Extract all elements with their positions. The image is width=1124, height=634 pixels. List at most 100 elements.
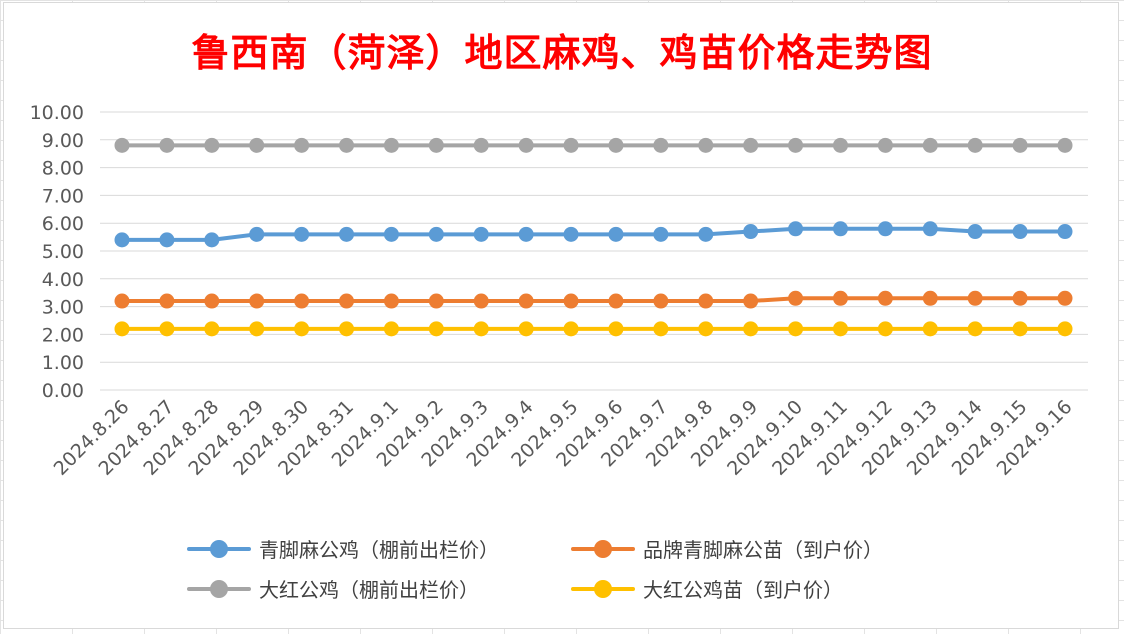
- legend-label-series-3: 大红公鸡（棚前出栏价）: [259, 578, 479, 602]
- legend-swatch-series-1: [187, 539, 251, 559]
- data-point: [204, 137, 220, 153]
- data-point: [339, 226, 355, 242]
- legend-swatch-series-2: [571, 539, 635, 559]
- data-point: [473, 226, 489, 242]
- data-point: [922, 221, 938, 237]
- chart-title: 鲁西南（菏泽）地区麻鸡、鸡苗价格走势图: [191, 30, 933, 75]
- legend-item-series-4: 大红公鸡苗（到户价）: [571, 574, 843, 603]
- data-point: [114, 321, 130, 337]
- data-point: [339, 293, 355, 309]
- data-point: [159, 321, 175, 337]
- data-point: [967, 321, 983, 337]
- data-point: [294, 137, 310, 153]
- data-point: [1057, 321, 1073, 337]
- data-point: [653, 137, 669, 153]
- data-point: [518, 321, 534, 337]
- data-point: [608, 293, 624, 309]
- y-tick-label: 1.00: [42, 352, 84, 374]
- data-point: [428, 137, 444, 153]
- data-point: [698, 137, 714, 153]
- data-point: [1057, 224, 1073, 240]
- legend-label-series-4: 大红公鸡苗（到户价）: [643, 578, 843, 602]
- data-point: [698, 293, 714, 309]
- data-point: [788, 137, 804, 153]
- data-point: [249, 137, 265, 153]
- data-point: [877, 137, 893, 153]
- data-point: [383, 293, 399, 309]
- data-point: [608, 137, 624, 153]
- data-point: [563, 321, 579, 337]
- data-point: [204, 293, 220, 309]
- data-point: [922, 137, 938, 153]
- data-point: [788, 290, 804, 306]
- data-point: [967, 290, 983, 306]
- data-point: [159, 137, 175, 153]
- data-point: [114, 232, 130, 248]
- data-point: [473, 321, 489, 337]
- data-point: [563, 226, 579, 242]
- legend-item-series-3: 大红公鸡（棚前出栏价）: [187, 574, 479, 603]
- data-point: [249, 226, 265, 242]
- data-point: [383, 321, 399, 337]
- chart-area[interactable]: [3, 2, 1119, 629]
- y-tick-label: 3.00: [42, 297, 84, 319]
- series-1: [114, 221, 1073, 248]
- data-point: [832, 137, 848, 153]
- data-point: [159, 232, 175, 248]
- data-point: [518, 226, 534, 242]
- data-point: [653, 293, 669, 309]
- data-point: [743, 224, 759, 240]
- data-point: [159, 293, 175, 309]
- data-point: [294, 321, 310, 337]
- legend-label-series-2: 品牌青脚麻公苗（到户价）: [643, 538, 883, 562]
- data-point: [877, 321, 893, 337]
- data-point: [518, 137, 534, 153]
- data-point: [608, 321, 624, 337]
- data-point: [1012, 321, 1028, 337]
- series-4: [114, 321, 1073, 337]
- data-point: [877, 221, 893, 237]
- data-point: [428, 321, 444, 337]
- data-point: [1012, 137, 1028, 153]
- data-point: [383, 137, 399, 153]
- data-point: [428, 293, 444, 309]
- data-point: [743, 293, 759, 309]
- data-point: [967, 137, 983, 153]
- data-point: [698, 321, 714, 337]
- legend-label-series-1: 青脚麻公鸡（棚前出栏价）: [259, 538, 499, 562]
- legend-item-series-2: 品牌青脚麻公苗（到户价）: [571, 534, 883, 563]
- data-point: [832, 321, 848, 337]
- data-point: [339, 321, 355, 337]
- data-point: [294, 226, 310, 242]
- data-point: [922, 290, 938, 306]
- data-point: [743, 321, 759, 337]
- data-point: [832, 290, 848, 306]
- data-point: [653, 226, 669, 242]
- y-tick-label: 4.00: [42, 269, 84, 291]
- y-tick-label: 2.00: [42, 324, 84, 346]
- legend-swatch-series-4: [571, 579, 635, 599]
- data-point: [1057, 137, 1073, 153]
- data-point: [967, 224, 983, 240]
- data-point: [294, 293, 310, 309]
- data-point: [428, 226, 444, 242]
- data-point: [563, 293, 579, 309]
- data-point: [249, 293, 265, 309]
- legend-swatch-series-3: [187, 579, 251, 599]
- data-point: [788, 221, 804, 237]
- data-point: [339, 137, 355, 153]
- data-point: [1012, 224, 1028, 240]
- y-tick-label: 9.00: [42, 130, 84, 152]
- data-point: [877, 290, 893, 306]
- series-line: [120, 296, 1067, 304]
- data-point: [698, 226, 714, 242]
- y-tick-label: 0.00: [42, 380, 84, 402]
- data-point: [473, 137, 489, 153]
- y-tick-label: 10.00: [30, 102, 84, 124]
- y-tick-label: 7.00: [42, 185, 84, 207]
- data-point: [114, 137, 130, 153]
- data-point: [383, 226, 399, 242]
- data-point: [743, 137, 759, 153]
- data-point: [653, 321, 669, 337]
